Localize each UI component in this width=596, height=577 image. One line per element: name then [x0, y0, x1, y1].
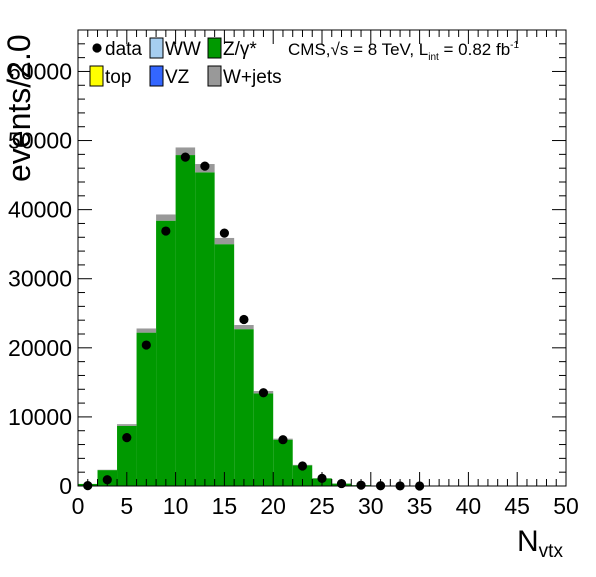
histogram-bar-series0 — [254, 393, 274, 486]
histogram-bar-series0 — [137, 333, 157, 486]
y-tick-label: 20000 — [8, 335, 72, 361]
histogram-bar-series1 — [215, 238, 235, 244]
data-point — [298, 461, 307, 470]
annotation-mid: = 8 TeV, L — [348, 40, 428, 59]
data-point — [220, 229, 229, 238]
histogram-bar-series0 — [156, 221, 176, 486]
y-tick-label: 40000 — [8, 197, 72, 223]
x-tick-label: 10 — [163, 493, 189, 519]
data-point — [200, 162, 209, 171]
legend-label-ww: WW — [165, 39, 201, 60]
legend-swatch-vz — [150, 66, 163, 86]
histogram-bar-series1 — [117, 424, 137, 426]
histogram-bar-series1 — [234, 325, 254, 329]
legend-marker-data — [92, 43, 101, 52]
histogram-bar-series0 — [195, 172, 215, 486]
x-tick-label: 5 — [120, 493, 133, 519]
data-point — [181, 153, 190, 162]
legend-label-vz: VZ — [165, 67, 190, 88]
legend-swatch-ww — [150, 38, 163, 58]
annotation-sup: -1 — [510, 40, 519, 51]
histogram-bar-series0 — [234, 329, 254, 486]
histogram-bar-series0 — [215, 244, 235, 486]
x-tick-label: 35 — [407, 493, 433, 519]
legend-label-wjets: W+jets — [223, 67, 282, 88]
data-point — [278, 435, 287, 444]
y-tick-label: 0 — [59, 473, 72, 499]
x-axis-title-sub: vtx — [539, 541, 564, 562]
data-point — [142, 340, 151, 349]
annotation-prefix: CMS, — [288, 40, 331, 59]
legend-label-top: top — [105, 67, 131, 88]
x-tick-label: 30 — [358, 493, 384, 519]
data-point — [161, 226, 170, 235]
histogram-bar-series1 — [156, 214, 176, 220]
x-tick-label: 20 — [260, 493, 286, 519]
annotation-sqrt: √s — [331, 40, 349, 59]
y-axis-title: events/2.0 — [1, 34, 37, 182]
data-point — [122, 433, 131, 442]
annotation-post: = 0.82 fb — [439, 40, 510, 59]
y-tick-label: 30000 — [8, 266, 72, 292]
histogram-bar-series0 — [176, 155, 196, 486]
legend-swatch-zg — [208, 38, 221, 58]
y-tick-label: 10000 — [8, 404, 72, 430]
x-tick-label: 0 — [72, 493, 85, 519]
legend-swatch-wjets — [208, 66, 221, 86]
annotation-sub: int — [428, 52, 439, 63]
legend-swatch-top — [90, 66, 103, 86]
data-point — [259, 388, 268, 397]
x-axis-title-main: N — [517, 525, 539, 558]
x-tick-label: 15 — [212, 493, 238, 519]
x-tick-label: 25 — [309, 493, 335, 519]
data-point — [239, 315, 248, 324]
legend-label-zg: Z/γ* — [223, 39, 257, 60]
legend-label-data: data — [105, 39, 142, 60]
x-tick-label: 40 — [456, 493, 482, 519]
x-tick-label: 50 — [553, 493, 579, 519]
histogram-bar-series1 — [137, 328, 157, 332]
x-tick-label: 45 — [504, 493, 530, 519]
